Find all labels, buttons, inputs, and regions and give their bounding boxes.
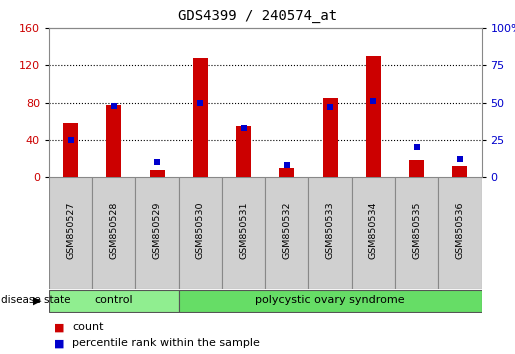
Text: GDS4399 / 240574_at: GDS4399 / 240574_at [178, 9, 337, 23]
Text: ■: ■ [54, 338, 64, 348]
Bar [265, 177, 308, 289]
Bar [49, 290, 179, 312]
Bar [438, 177, 482, 289]
Bar [135, 177, 179, 289]
Bar [279, 168, 295, 177]
Text: GSM850529: GSM850529 [152, 202, 162, 259]
Bar [366, 56, 381, 177]
Bar [395, 177, 438, 289]
Text: percentile rank within the sample: percentile rank within the sample [72, 338, 260, 348]
Text: count: count [72, 322, 104, 332]
Text: GSM850533: GSM850533 [325, 202, 335, 259]
Text: GSM850531: GSM850531 [239, 202, 248, 259]
Text: ▶: ▶ [32, 295, 41, 306]
Bar [193, 58, 208, 177]
Bar [452, 166, 468, 177]
Text: control: control [95, 295, 133, 306]
Text: GSM850528: GSM850528 [109, 202, 118, 259]
Text: ■: ■ [54, 322, 64, 332]
Bar [322, 98, 338, 177]
Bar [308, 177, 352, 289]
Text: GSM850536: GSM850536 [455, 202, 465, 259]
Text: GSM850530: GSM850530 [196, 202, 205, 259]
Text: GSM850532: GSM850532 [282, 202, 291, 259]
Text: GSM850534: GSM850534 [369, 202, 378, 259]
Bar [179, 177, 222, 289]
Text: polycystic ovary syndrome: polycystic ovary syndrome [255, 295, 405, 306]
Bar [63, 123, 78, 177]
Bar [409, 160, 424, 177]
Bar [352, 177, 395, 289]
Bar [222, 177, 265, 289]
Text: GSM850535: GSM850535 [412, 202, 421, 259]
Bar [106, 105, 122, 177]
Bar [149, 170, 165, 177]
Bar [49, 177, 92, 289]
Bar [236, 126, 251, 177]
Text: disease state: disease state [1, 295, 71, 306]
Text: GSM850527: GSM850527 [66, 202, 75, 259]
Bar [92, 177, 135, 289]
Bar [179, 290, 482, 312]
